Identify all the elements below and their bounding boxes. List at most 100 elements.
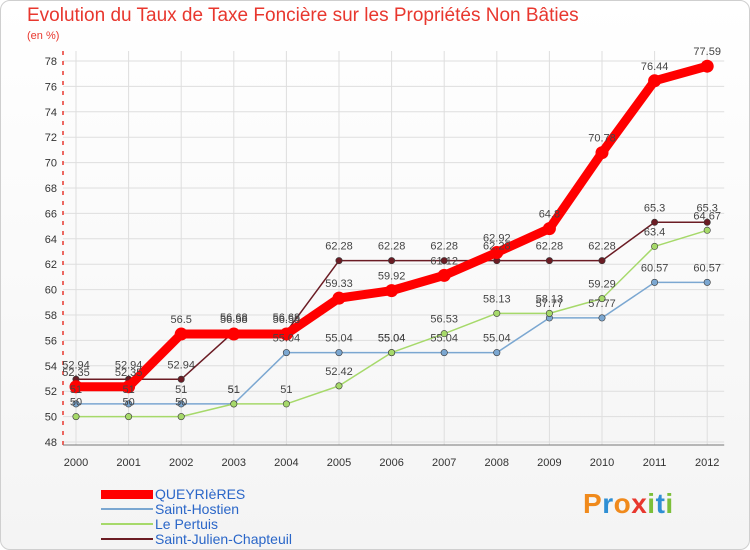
data-point xyxy=(493,349,501,357)
data-label: 70.78 xyxy=(588,133,616,145)
x-tick-label: 2000 xyxy=(64,457,88,469)
data-point xyxy=(542,222,556,236)
data-point xyxy=(279,327,293,341)
data-point xyxy=(703,226,711,234)
data-point xyxy=(335,257,343,265)
data-label: 50 xyxy=(70,397,82,409)
data-point xyxy=(332,291,346,305)
data-point xyxy=(177,413,185,421)
data-label: 55.04 xyxy=(378,333,406,345)
x-tick-label: 2006 xyxy=(379,457,403,469)
y-tick-label: 78 xyxy=(45,56,57,68)
y-tick-label: 50 xyxy=(45,412,57,424)
x-tick-label: 2011 xyxy=(643,457,667,469)
data-label: 55.04 xyxy=(483,333,511,345)
data-point xyxy=(72,400,80,408)
data-point xyxy=(545,309,553,317)
unit-label: (en %) xyxy=(27,30,60,42)
x-tick-label: 2009 xyxy=(537,457,561,469)
data-label: 56.68 xyxy=(273,312,301,324)
y-tick-label: 68 xyxy=(45,183,57,195)
data-label: 61.12 xyxy=(430,255,458,267)
data-point xyxy=(388,257,396,265)
data-label: 52.35 xyxy=(115,367,143,379)
data-point xyxy=(440,349,448,357)
grid xyxy=(63,51,725,445)
data-point xyxy=(648,74,662,88)
data-label: 52.94 xyxy=(115,359,143,371)
data-label: 65.3 xyxy=(644,202,665,214)
data-point xyxy=(177,375,185,383)
data-label: 56.68 xyxy=(220,312,248,324)
x-tick-label: 2001 xyxy=(116,457,140,469)
x-tick-label: 2005 xyxy=(327,457,351,469)
data-point xyxy=(493,309,501,317)
x-tick-label: 2007 xyxy=(432,457,456,469)
data-label: 57.77 xyxy=(588,298,616,310)
data-label: 55.04 xyxy=(325,333,353,345)
axes: 48 50 52 54 56 58 60 62 64 66 68 70 72 74 76 78 2000 2001… xyxy=(45,51,725,469)
data-label: 56.58 xyxy=(273,314,301,326)
data-point xyxy=(651,278,659,286)
data-point xyxy=(703,218,711,226)
data-label: 64.67 xyxy=(693,210,721,222)
data-point xyxy=(651,218,659,226)
data-label: 50 xyxy=(175,397,187,409)
data-point xyxy=(125,400,133,408)
y-tick-label: 70 xyxy=(45,158,57,170)
y-tick-label: 74 xyxy=(45,107,57,119)
data-label: 60.57 xyxy=(693,262,721,274)
data-label: 57.77 xyxy=(536,298,564,310)
data-point xyxy=(335,349,343,357)
data-point xyxy=(651,242,659,250)
data-point xyxy=(174,327,188,341)
data-label: 51 xyxy=(122,384,134,396)
data-label: 50 xyxy=(122,397,134,409)
x-tick-label: 2008 xyxy=(485,457,509,469)
x-tick-label: 2010 xyxy=(590,457,614,469)
data-label: 58.13 xyxy=(536,293,564,305)
data-label: 55.04 xyxy=(430,333,458,345)
data-label: 51 xyxy=(228,384,240,396)
data-label: 62.28 xyxy=(430,241,458,253)
data-point xyxy=(388,349,396,357)
data-point xyxy=(72,413,80,421)
legend-label: Le Pertuis xyxy=(155,516,219,532)
data-label: 59.29 xyxy=(588,279,616,291)
data-label: 51 xyxy=(175,384,187,396)
y-tick-label: 52 xyxy=(45,386,57,398)
y-tick-label: 58 xyxy=(45,310,57,322)
data-point xyxy=(598,314,606,322)
legend-item: Saint-Julien-Chapteuil xyxy=(101,531,341,547)
y-tick-label: 56 xyxy=(45,335,57,347)
data-label: 56.53 xyxy=(430,314,458,326)
data-point xyxy=(177,400,185,408)
data-point xyxy=(125,413,133,421)
data-label: 62.28 xyxy=(483,241,511,253)
data-label: 62.28 xyxy=(325,241,353,253)
data-label: 65.3 xyxy=(696,202,717,214)
y-tick-label: 60 xyxy=(45,285,57,297)
data-label: 51 xyxy=(228,384,240,396)
x-tick-label: 2002 xyxy=(169,457,193,469)
data-label: 56.5 xyxy=(170,314,191,326)
data-label: 59.33 xyxy=(325,278,353,290)
proxiti-logo: Proxiti xyxy=(583,488,674,519)
data-label: 55.04 xyxy=(273,333,301,345)
x-tick-label: 2012 xyxy=(695,457,719,469)
legend-swatch xyxy=(101,523,153,525)
data-label: 52.35 xyxy=(62,367,90,379)
x-tick-label: 2004 xyxy=(274,457,298,469)
data-point xyxy=(227,327,241,341)
data-label: 59.92 xyxy=(378,271,406,283)
data-point xyxy=(595,146,609,160)
legend-item: QUEYRIèRES xyxy=(101,486,341,502)
y-tick-label: 66 xyxy=(45,208,57,220)
data-label: 64.8 xyxy=(539,209,560,221)
data-point xyxy=(440,330,448,338)
data-label: 60.57 xyxy=(641,262,669,274)
data-point xyxy=(490,246,504,260)
y-tick-label: 48 xyxy=(45,437,57,449)
legend-swatch xyxy=(101,490,153,499)
